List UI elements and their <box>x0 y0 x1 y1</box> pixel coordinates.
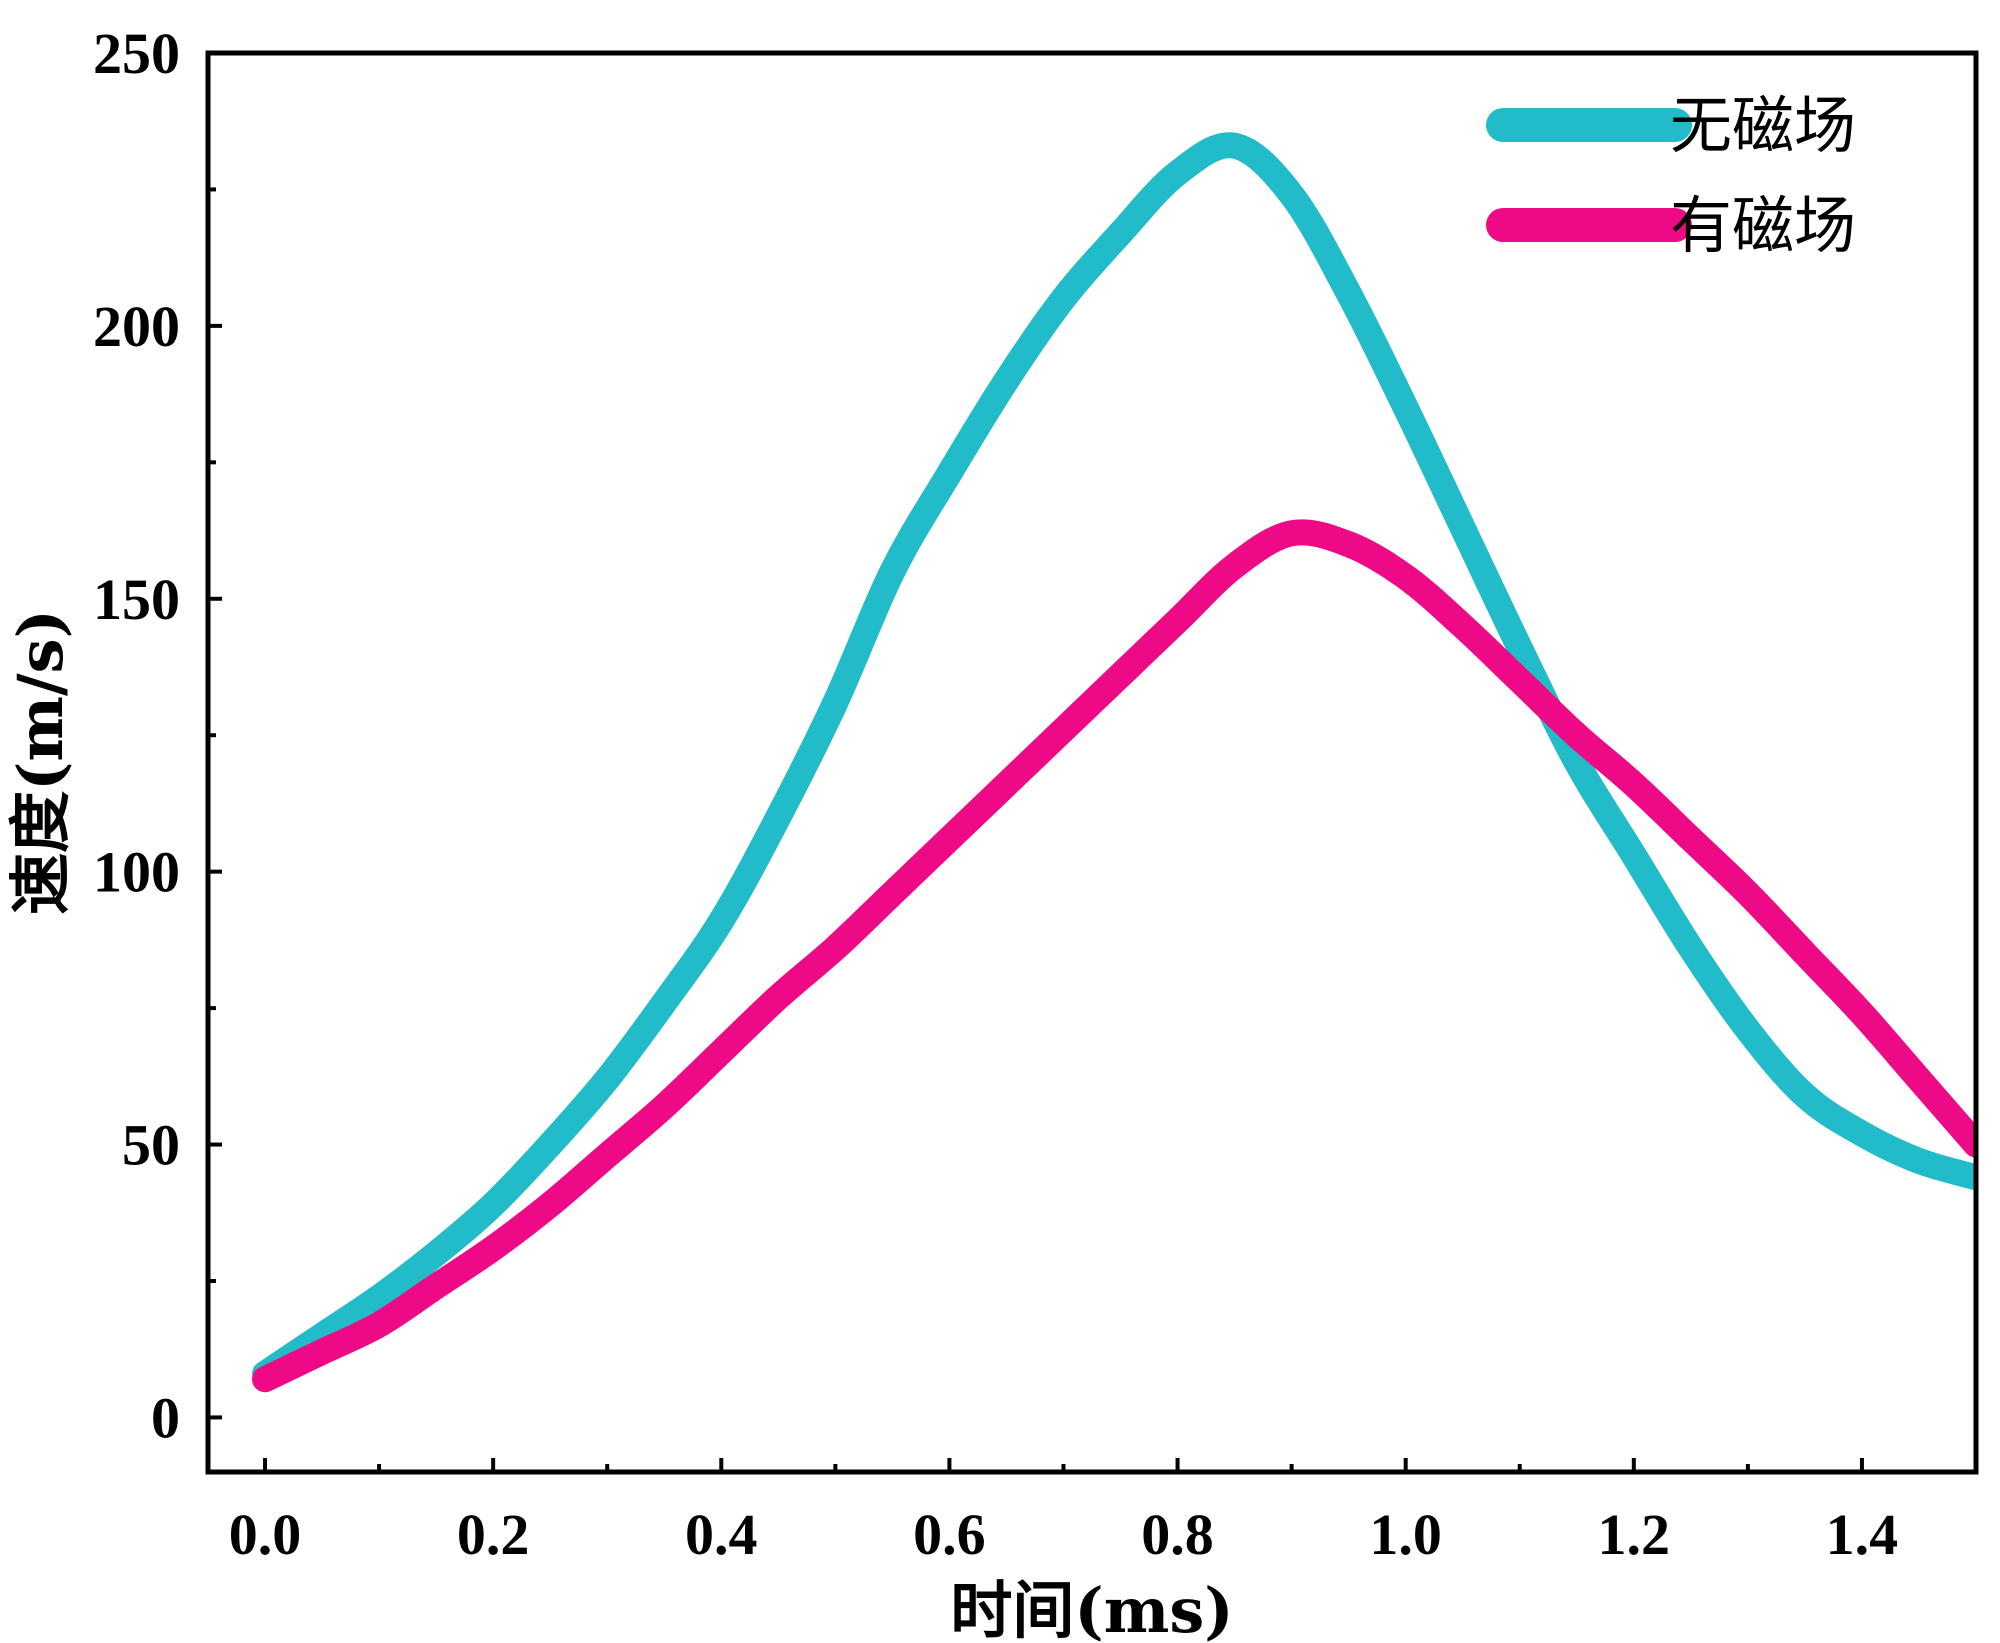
y-tick-label: 200 <box>93 294 180 359</box>
x-tick-label: 0.4 <box>685 1502 758 1567</box>
y-tick-label: 150 <box>93 567 180 632</box>
x-tick-label: 1.2 <box>1598 1502 1671 1567</box>
legend-label: 无磁场 <box>1670 89 1856 162</box>
x-tick-label: 0.0 <box>229 1502 302 1567</box>
x-tick-label: 0.2 <box>457 1502 530 1567</box>
series-line-1 <box>252 132 1976 1387</box>
x-tick-label: 1.0 <box>1369 1502 1442 1567</box>
x-axis-title: 时间(ms) <box>950 1574 1233 1643</box>
x-tick-label: 0.6 <box>913 1502 986 1567</box>
y-tick-label: 250 <box>93 21 180 86</box>
axis-ticks: 0.0 0.2 0.4 0.6 0.8 1.0 1.2 1.4 0 50 100 150 200 250 <box>93 21 1898 1567</box>
x-tick-label: 1.4 <box>1826 1502 1899 1567</box>
plot-frame <box>205 50 1979 1475</box>
y-axis-title: 速度(m/s) <box>4 609 77 915</box>
y-tick-label: 100 <box>93 840 180 905</box>
series-line-2 <box>252 519 1976 1393</box>
data-series-layer <box>252 132 1976 1393</box>
legend-label: 有磁场 <box>1670 189 1856 262</box>
y-tick-label: 50 <box>122 1113 180 1178</box>
y-tick-label: 0 <box>151 1385 180 1450</box>
x-tick-label: 0.8 <box>1141 1502 1214 1567</box>
